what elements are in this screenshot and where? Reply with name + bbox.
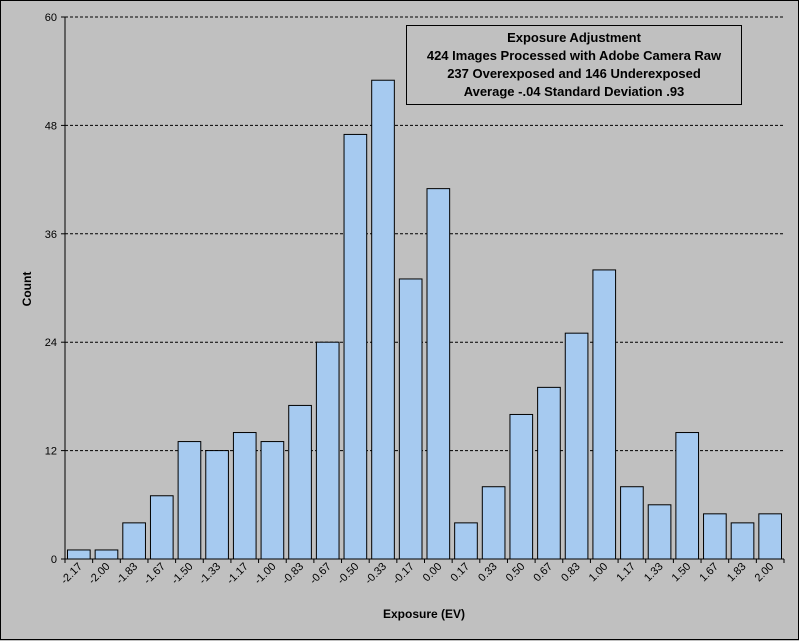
x-tick-label: 1.00: [587, 561, 611, 585]
bar: [620, 486, 644, 560]
y-tick-label: 60: [45, 12, 57, 24]
x-tick-label: -0.17: [391, 561, 417, 587]
x-tick-label: 1.17: [614, 561, 638, 585]
x-tick-label: 0.33: [476, 561, 500, 585]
x-tick-label: -2.00: [86, 561, 112, 587]
y-tick-labels: 0 12 24 36 48 60: [45, 12, 65, 566]
chart-title-box: Exposure Adjustment 424 Images Processed…: [406, 25, 742, 105]
bar: [288, 404, 312, 560]
x-tick-label: -1.50: [169, 561, 195, 587]
bar: [260, 441, 285, 560]
x-tick-label: 0.83: [559, 561, 583, 585]
y-tick-label: 36: [45, 229, 57, 241]
bar: [371, 79, 395, 560]
x-tick-label: -0.67: [308, 561, 334, 587]
bar: [758, 513, 782, 560]
bar: [205, 450, 229, 560]
x-tick-label: 0.17: [448, 561, 472, 585]
x-tick-label: 0.50: [504, 561, 528, 585]
y-tick-label: 0: [51, 554, 57, 566]
y-axis-title: Count: [20, 272, 34, 307]
bars: [67, 79, 782, 560]
x-tick-label: 0.00: [421, 561, 445, 585]
bar: [177, 441, 202, 560]
bar: [537, 386, 561, 560]
bar: [509, 413, 534, 560]
bar: [481, 486, 506, 560]
x-tick-label: -2.17: [59, 561, 85, 587]
bar: [232, 432, 257, 560]
bar: [122, 522, 146, 560]
x-tick-labels: -2.17 -2.00 -1.83 -1.67 -1.50 -1.33 -1.17 -1.00…: [59, 559, 785, 587]
y-tick-label: 48: [45, 120, 57, 132]
bar: [94, 549, 119, 560]
x-tick-label: -1.00: [252, 561, 278, 587]
bar: [315, 341, 340, 560]
y-tick-label: 12: [45, 446, 57, 458]
bar: [149, 495, 174, 560]
x-tick-label: -1.33: [197, 561, 223, 587]
x-tick-label: 0.67: [531, 561, 555, 585]
bar: [592, 269, 617, 560]
x-tick-label: -1.17: [225, 561, 251, 587]
x-tick-label: 1.83: [725, 561, 749, 585]
chart-subtitle-stats: Average -.04 Standard Deviation .93: [463, 84, 685, 99]
bar: [67, 549, 91, 560]
bar: [343, 133, 368, 560]
x-tick-label: 1.33: [642, 561, 666, 585]
y-tick-label: 24: [45, 337, 57, 349]
bar: [730, 522, 755, 560]
x-tick-label: -0.33: [363, 561, 389, 587]
x-axis-title: Exposure (EV): [383, 607, 465, 621]
bar: [426, 188, 451, 560]
x-tick-label: -1.67: [142, 561, 168, 587]
bar: [398, 278, 423, 560]
bar: [647, 504, 672, 560]
chart-subtitle-exposure: 237 Overexposed and 146 Underexposed: [447, 66, 701, 81]
chart-subtitle-images: 424 Images Processed with Adobe Camera R…: [426, 48, 722, 63]
x-tick-label: -0.83: [280, 561, 306, 587]
x-tick-label: 2.00: [753, 561, 777, 585]
chart-title: Exposure Adjustment: [507, 30, 641, 45]
x-tick-label: -1.83: [114, 561, 140, 587]
x-tick-label: 1.67: [697, 561, 721, 585]
bar: [564, 332, 589, 560]
bar: [454, 522, 478, 560]
bar: [703, 513, 727, 560]
x-tick-label: -0.50: [335, 561, 361, 587]
x-tick-label: 1.50: [670, 561, 694, 585]
bar: [675, 432, 700, 560]
